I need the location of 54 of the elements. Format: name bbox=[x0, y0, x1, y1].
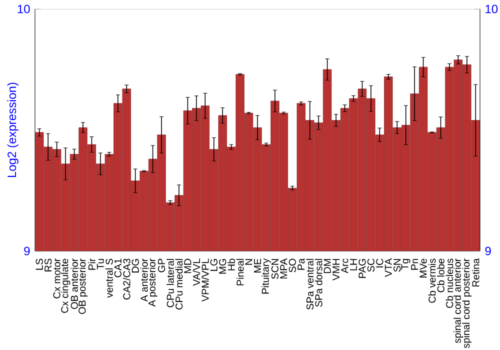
x-tick-label: LS bbox=[36, 258, 43, 270]
x-tick-label: Pir bbox=[88, 258, 96, 270]
x-tick-label: LG bbox=[210, 259, 218, 271]
x-tick-label: Cb nucleus bbox=[446, 258, 454, 308]
y2-tick-label: 9 bbox=[485, 246, 491, 256]
x-tick-label: VA/VL bbox=[192, 258, 200, 286]
x-tick-label: RS bbox=[44, 258, 52, 272]
x-tick-label: CPu medial bbox=[175, 258, 183, 310]
x-tick-label: spinal cord posterior bbox=[462, 258, 472, 348]
x-tick-label: Retina bbox=[472, 258, 480, 286]
x-tick-label: DM bbox=[324, 259, 331, 274]
x-tick-label: Cb lobe bbox=[437, 258, 444, 292]
x-tick-label: SC bbox=[367, 258, 374, 272]
x-tick-label: Cx motor bbox=[53, 258, 60, 298]
x-tick-label: PAG bbox=[358, 259, 366, 278]
x-tick-label: Pituitary bbox=[262, 258, 271, 294]
x-tick-label: SPa dorsal bbox=[314, 258, 322, 307]
x-tick-label: Pa bbox=[298, 258, 305, 270]
x-tick-label: LH bbox=[350, 259, 357, 270]
y-axis-title: Log2 (expression) bbox=[7, 82, 18, 178]
x-tick-label: Tu bbox=[96, 258, 104, 270]
x-tick-label: IC bbox=[376, 258, 384, 268]
x-tick-label: OB anterior bbox=[70, 258, 78, 309]
x-tick-label: Arc bbox=[341, 258, 348, 274]
x-tick-label: Hb bbox=[228, 258, 235, 270]
x-tick-label: N bbox=[245, 259, 252, 265]
x-tick-label: Pn bbox=[411, 258, 418, 270]
x-tick-label: VMH bbox=[332, 259, 340, 280]
x-tick-label: VPM/VPL bbox=[201, 258, 209, 302]
x-tick-label: Tg bbox=[401, 258, 410, 270]
x-tick-label: OB posterior bbox=[78, 258, 88, 314]
x-tick-label: CPu lateral bbox=[166, 258, 174, 308]
x-tick-label: A posterior bbox=[148, 258, 158, 307]
x-tick-label: GP bbox=[158, 258, 166, 272]
x-tick-label: spinal cord anterior bbox=[454, 258, 463, 344]
x-tick-label: ventral S bbox=[106, 258, 113, 298]
x-tick-label: SO bbox=[288, 258, 296, 272]
x-tick-label: Cb vermis bbox=[428, 258, 436, 303]
x-tick-label: MPA bbox=[280, 258, 288, 278]
x-tick-label: MG bbox=[219, 259, 226, 274]
x-tick-label: SCN bbox=[271, 259, 278, 279]
x-tick-label: Cx cingulate bbox=[60, 258, 70, 313]
y2-tick-label: 10 bbox=[486, 4, 498, 14]
x-tick-label: MVe bbox=[420, 258, 427, 278]
x-tick-label: ME bbox=[254, 258, 261, 272]
x-tick-label: MD bbox=[184, 258, 192, 274]
x-tick-label: SN bbox=[394, 259, 401, 272]
x-tick-label: VTA bbox=[384, 258, 392, 277]
x-tick-label: CA2/CA3 bbox=[122, 258, 130, 300]
x-tick-label: DG bbox=[132, 259, 139, 272]
x-tick-label: SPa ventral bbox=[306, 258, 314, 310]
x-tick-label: CA1 bbox=[114, 258, 122, 278]
x-tick-label: A anterior bbox=[140, 258, 148, 302]
x-tick-label: Pineal bbox=[236, 258, 244, 286]
